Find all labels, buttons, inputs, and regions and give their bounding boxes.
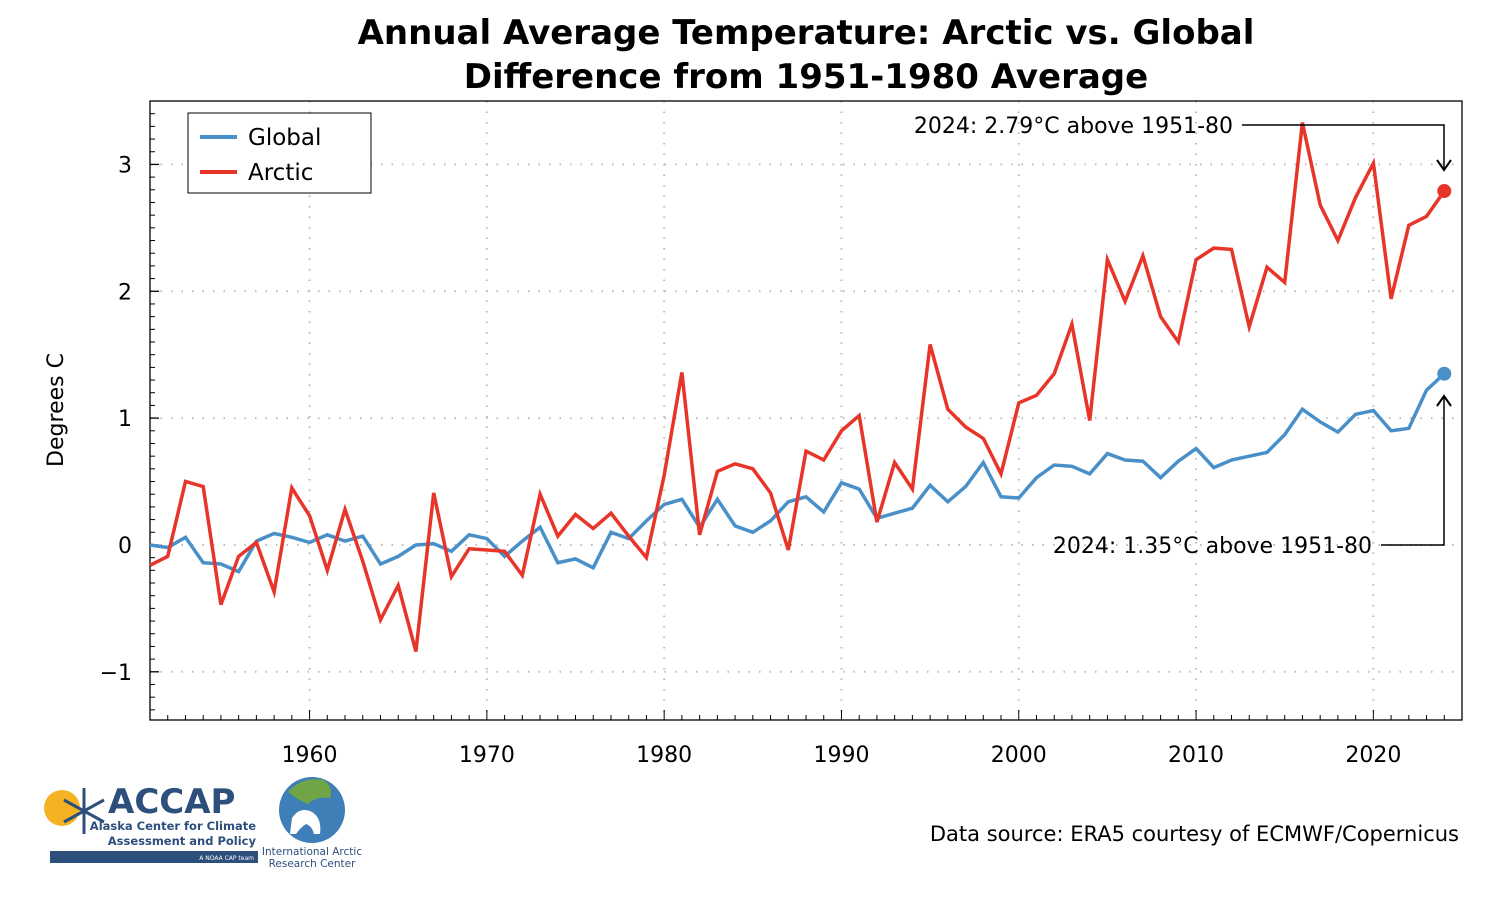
legend-label-arctic: Arctic — [248, 160, 313, 186]
annotation-global-arrow — [1381, 398, 1445, 546]
accap-logo-bar — [50, 851, 258, 863]
y-axis-label: Degrees C — [44, 353, 69, 467]
annotation-global-text: 2024: 1.35°C above 1951-80 — [1053, 534, 1372, 559]
legend: Global Arctic — [187, 112, 372, 194]
series-line-arctic — [149, 122, 1446, 652]
snowflake-icon — [63, 788, 105, 834]
annotation-arctic: 2024: 2.79°C above 1951-80 — [914, 114, 1452, 172]
x-tick-label: 2000 — [991, 743, 1047, 768]
polar-bear-icon — [290, 810, 321, 834]
globe-land — [288, 779, 332, 804]
chart-subtitle: Difference from 1951-1980 Average — [464, 57, 1148, 97]
annotation-arctic-arrow — [1242, 124, 1445, 168]
annotation-arctic-text: 2024: 2.79°C above 1951-80 — [914, 114, 1233, 139]
grid-lines — [150, 101, 1462, 720]
arrow-down-icon — [1436, 159, 1452, 172]
y-tick-label: 2 — [118, 280, 132, 305]
data-source: Data source: ERA5 courtesy of ECMWF/Cope… — [930, 822, 1459, 846]
iarc-logo-line1: International Arctic — [262, 846, 362, 858]
endpoint-marker-global — [1437, 366, 1452, 381]
y-tick-label: −1 — [100, 661, 132, 686]
legend-label-global: Global — [248, 125, 321, 151]
endpoint-marker-arctic — [1437, 184, 1452, 199]
y-tick-label: 3 — [118, 153, 132, 178]
x-tick-label: 1990 — [813, 743, 869, 768]
x-tick-label: 1970 — [459, 743, 515, 768]
accap-logo-tag: A NOAA CAP team — [199, 855, 254, 862]
x-tick-label: 2010 — [1168, 743, 1224, 768]
chart-title: Annual Average Temperature: Arctic vs. G… — [358, 13, 1255, 53]
arrow-up-icon — [1436, 394, 1452, 407]
axis-ticks: 1960 1970 1980 1990 2000 2010 2020 −1 0 1 2 3 — [100, 113, 1463, 768]
x-tick-label: 2020 — [1345, 743, 1401, 768]
iarc-logo: International Arctic Research Center — [262, 777, 362, 870]
sun-icon — [44, 790, 80, 826]
iarc-logo-line2: Research Center — [269, 858, 357, 870]
series-lines — [149, 122, 1452, 652]
accap-logo-name: ACCAP — [108, 782, 235, 822]
annotation-global: 2024: 1.35°C above 1951-80 — [1053, 394, 1452, 559]
accap-logo-line2: Assessment and Policy — [108, 834, 257, 848]
x-tick-label: 1960 — [282, 743, 338, 768]
legend-box — [187, 112, 372, 194]
y-tick-label: 1 — [118, 407, 132, 432]
plot-area-frame — [149, 100, 1463, 721]
accap-logo-line1: Alaska Center for Climate — [90, 819, 256, 833]
x-tick-label: 1980 — [636, 743, 692, 768]
y-tick-label: 0 — [118, 534, 132, 559]
accap-logo: ACCAP Alaska Center for Climate Assessme… — [44, 782, 258, 863]
